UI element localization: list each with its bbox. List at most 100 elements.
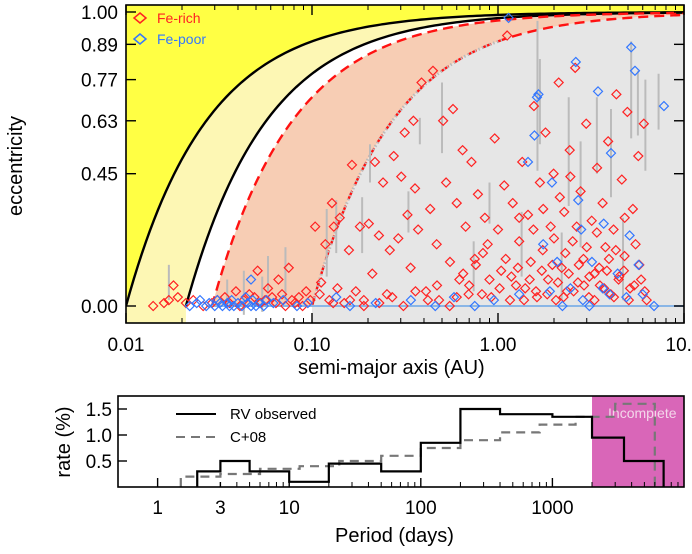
fe-poor-point xyxy=(570,56,582,68)
y-tick-label: 0.77 xyxy=(81,71,118,92)
fe-rich-point xyxy=(567,235,579,247)
fe-rich-point xyxy=(513,235,525,247)
fe-poor-point xyxy=(531,91,543,103)
x-tick-label: 100 xyxy=(405,498,437,519)
fe-poor-point xyxy=(228,300,240,312)
fe-rich-point xyxy=(512,262,524,274)
fe-rich-point xyxy=(163,294,175,306)
fe-rich-point xyxy=(522,209,534,221)
fe-rich-point xyxy=(408,115,419,127)
bottom-y-axis-title: rate (%) xyxy=(53,406,75,477)
fe-rich-point xyxy=(172,291,184,303)
salmon-region xyxy=(212,12,684,306)
fe-rich-point xyxy=(332,283,343,294)
fe-rich-point xyxy=(489,133,501,144)
fe-rich-point xyxy=(395,171,407,182)
fe-rich-point xyxy=(252,265,263,277)
fe-rich-point xyxy=(542,274,554,285)
fe-rich-point xyxy=(373,230,385,241)
fe-rich-point xyxy=(554,191,566,203)
fe-rich-point xyxy=(591,162,603,174)
fe-rich-point xyxy=(518,294,530,306)
fe-rich-point xyxy=(495,265,507,277)
fe-poor-point xyxy=(250,300,262,312)
fe-poor-point xyxy=(537,238,549,250)
fe-rich-point xyxy=(552,277,564,288)
fe-rich-point xyxy=(479,212,491,224)
fe-rich-point xyxy=(444,300,456,312)
fe-rich-point xyxy=(147,300,159,312)
fe-rich-point xyxy=(524,274,536,285)
fe-rich-point xyxy=(463,288,474,300)
y-tick-label: 1.00 xyxy=(81,3,118,24)
fe-poor-point xyxy=(302,297,314,309)
fe-rich-point xyxy=(624,283,636,294)
fe-rich-point xyxy=(273,274,284,285)
fe-rich-point xyxy=(639,285,651,297)
top-x-axis-title: semi-major axis (AU) xyxy=(298,357,485,379)
fe-rich-point xyxy=(384,244,396,256)
fe-rich-point xyxy=(547,259,558,271)
fe-rich-point xyxy=(581,241,593,253)
fe-rich-point xyxy=(608,291,620,303)
fe-rich-point xyxy=(168,280,179,291)
top-plot-frame xyxy=(125,4,685,324)
fe-poor-point xyxy=(533,88,544,100)
fe-rich-point xyxy=(494,283,505,294)
yellow-light-region xyxy=(126,12,684,323)
fe-rich-point xyxy=(437,115,449,127)
fe-rich-point xyxy=(363,218,375,230)
gray-region xyxy=(312,14,684,323)
fe-rich-point xyxy=(416,77,427,88)
fe-rich-point xyxy=(399,127,411,138)
fe-rich-point xyxy=(328,221,340,232)
fe-rich-point xyxy=(519,283,531,294)
fe-poor-point xyxy=(575,224,587,235)
fe-rich-point xyxy=(477,247,489,259)
fe-poor-point xyxy=(253,297,265,309)
fe-poor-legend-label: Fe-poor xyxy=(157,31,206,47)
fe-rich-point xyxy=(369,156,381,168)
fe-rich-point xyxy=(451,197,463,209)
fe-poor-point xyxy=(612,268,624,280)
fe-rich-point xyxy=(482,238,494,250)
fe-rich-point xyxy=(270,297,282,309)
fe-poor-series xyxy=(184,12,670,312)
fe-rich-point xyxy=(381,288,393,300)
fe-poor-point xyxy=(598,218,610,230)
fe-rich-point xyxy=(628,280,640,291)
fe-rich-point xyxy=(300,285,312,297)
fe-poor-point xyxy=(604,288,615,300)
fe-rich-point xyxy=(556,262,568,274)
fe-poor-point xyxy=(226,294,238,306)
fe-rich-point xyxy=(334,212,346,224)
fe-rich-point xyxy=(593,262,605,274)
fe-rich-point xyxy=(603,253,615,265)
fe-rich-point xyxy=(618,265,630,277)
bottom-y-axis: 0.5 1.0 1.5 xyxy=(86,400,127,473)
fe-rich-point xyxy=(635,274,647,285)
fe-rich-legend-label: Fe-rich xyxy=(157,10,201,26)
fe-poor-point xyxy=(232,297,244,309)
fe-rich-point xyxy=(427,65,439,77)
fe-rich-point xyxy=(616,174,628,185)
fe-rich-point xyxy=(431,280,443,291)
x-tick-label: 1.00 xyxy=(480,335,517,356)
bottom-plot-frame xyxy=(117,395,685,488)
fe-rich-point xyxy=(598,283,610,294)
fe-rich-point xyxy=(584,271,595,282)
x-tick-label: 1 xyxy=(152,498,163,519)
fe-rich-point xyxy=(537,203,549,215)
fe-rich-point xyxy=(572,277,584,288)
fe-rich-point xyxy=(558,291,569,303)
bottom-legend: RV observed C+08 xyxy=(176,406,316,446)
fe-rich-point xyxy=(457,268,469,280)
fe-rich-point xyxy=(608,224,619,235)
bottom-x-axis: 1 3 10 100 1000 xyxy=(152,478,679,519)
top-legend: Fe-rich Fe-poor xyxy=(132,10,206,47)
fe-rich-point xyxy=(528,100,540,112)
fe-rich-point xyxy=(623,294,635,306)
top-x-axis: 0.01 0.10 1.00 10.0 xyxy=(108,5,692,356)
fe-rich-point xyxy=(531,291,543,303)
fe-rich-point xyxy=(630,238,641,250)
